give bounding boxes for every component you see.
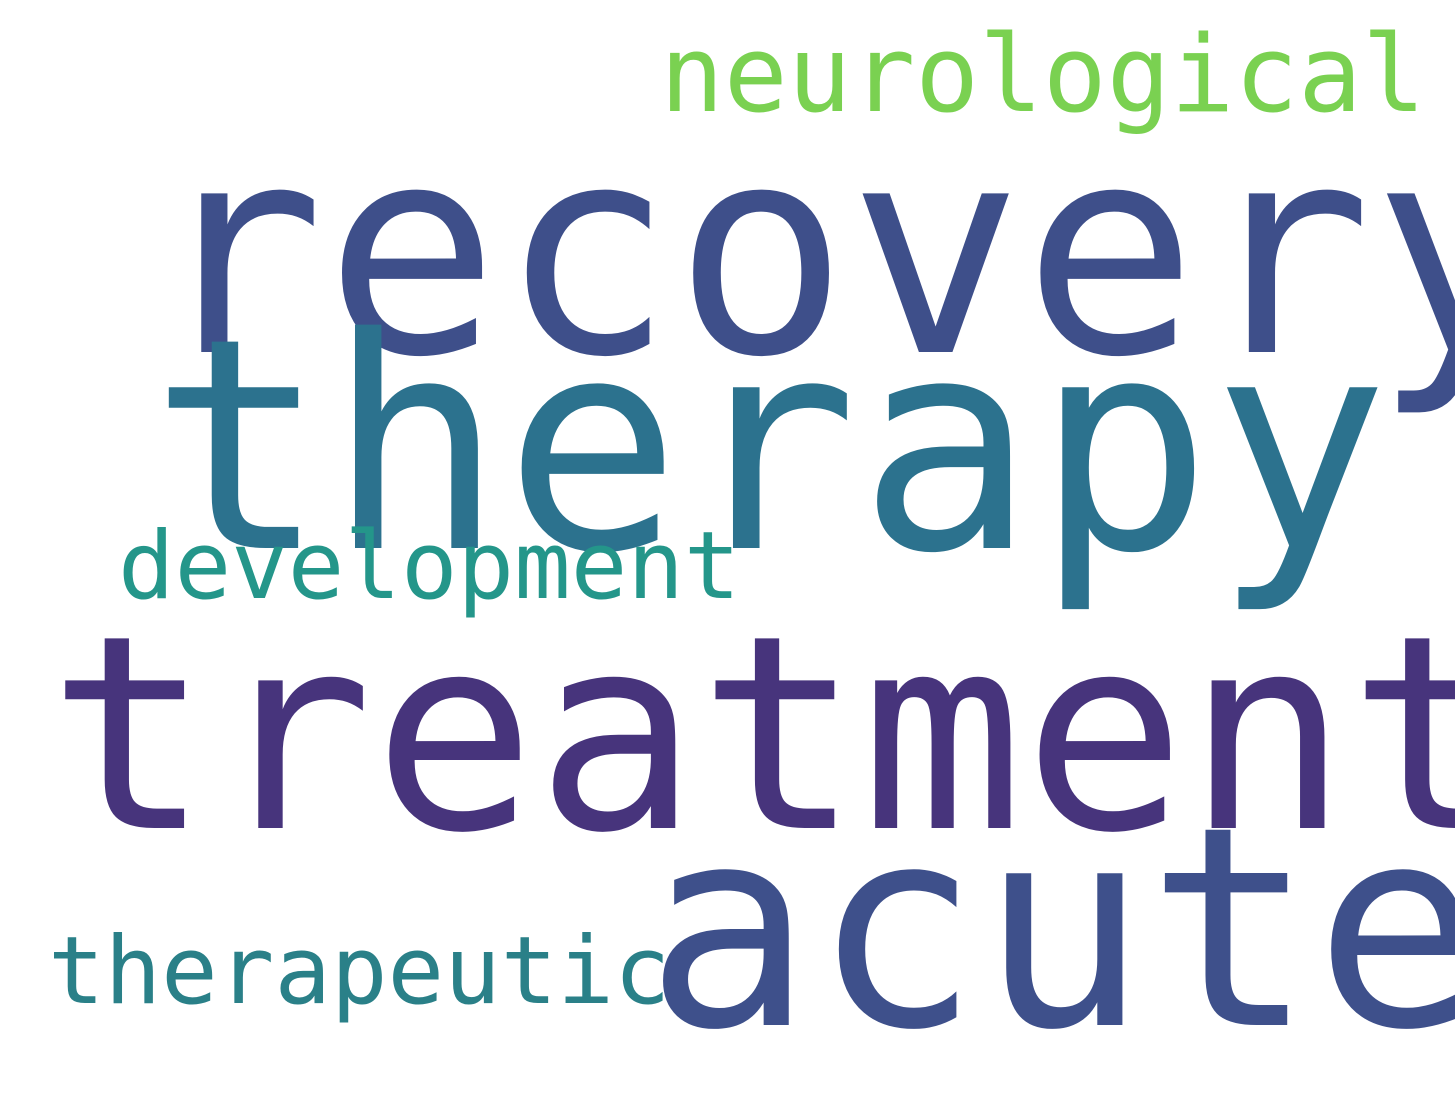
word-development: development [118,512,741,621]
word-acute: acute [645,767,1455,1091]
word-recovery: recovery [150,84,1455,421]
word-neurological: neurological [660,13,1426,136]
word-therapeutic: therapeutic [48,917,671,1026]
word-therapy: therapy [150,276,1390,618]
word-treatment: treatment [48,577,1455,892]
